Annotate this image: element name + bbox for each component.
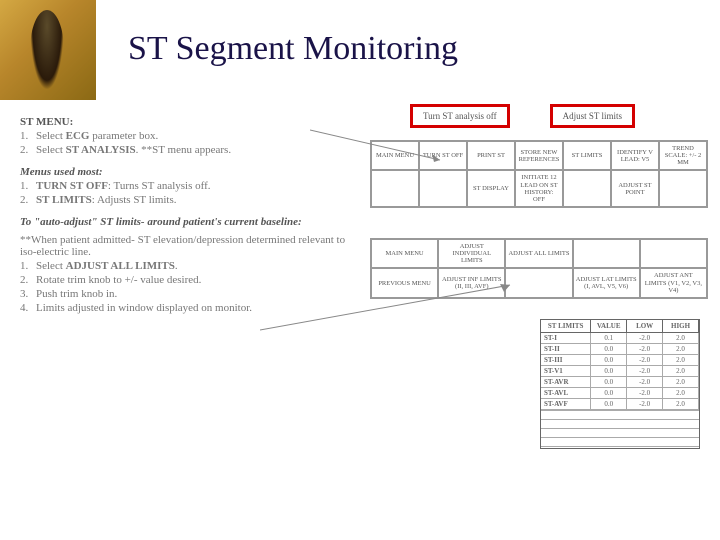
auto-adjust-step: 4.Limits adjusted in window displayed on…	[20, 302, 360, 314]
menu-cell: INITIATE 12 LEAD ON ST HISTORY: OFF	[515, 170, 563, 207]
menu-cell	[505, 268, 572, 297]
menus-used-item: 2.ST LIMITS: Adjusts ST limits.	[20, 194, 360, 206]
menus-used-label: Menus used most:	[20, 166, 360, 178]
right-column: Turn ST analysis off Adjust ST limits MA…	[370, 104, 708, 449]
menu-cell: ADJUST ST POINT	[611, 170, 659, 207]
menu-cell	[640, 239, 707, 268]
menus-used-item: 1.TURN ST OFF: Turns ST analysis off.	[20, 180, 360, 192]
limits-menu-grid: MAIN MENU ADJUST INDIVIDUAL LIMITS ADJUS…	[370, 238, 708, 299]
menu-cell	[371, 170, 419, 207]
menu-cell: TREND SCALE: +/- 2 MM	[659, 141, 707, 170]
menu-cell	[659, 170, 707, 207]
st-menu-item: 1.Select ECG parameter box.	[20, 130, 360, 142]
red-box-adjust-limits: Adjust ST limits	[550, 104, 635, 128]
menu-cell: MAIN MENU	[371, 239, 438, 268]
menu-cell: ADJUST INF LIMITS (II, III, AVF)	[438, 268, 505, 297]
menu-cell: ST LIMITS	[563, 141, 611, 170]
red-box-turn-off: Turn ST analysis off	[410, 104, 510, 128]
menu-cell: ADJUST LAT LIMITS (I, AVL, V5, V6)	[573, 268, 640, 297]
menu-cell: PRINT ST	[467, 141, 515, 170]
table-row: ST-II0.0-2.02.0	[541, 344, 699, 355]
menu-cell: ST DISPLAY	[467, 170, 515, 207]
table-row: ST-I0.1-2.02.0	[541, 333, 699, 344]
auto-adjust-step: 1.Select ADJUST ALL LIMITS.	[20, 260, 360, 272]
menu-cell: ADJUST INDIVIDUAL LIMITS	[438, 239, 505, 268]
table-row: ST-AVF0.0-2.02.0	[541, 399, 699, 410]
st-menu-item: 2.Select ST ANALYSIS. **ST menu appears.	[20, 144, 360, 156]
menu-cell: IDENTIFY V LEAD: V5	[611, 141, 659, 170]
st-limits-table: ST LIMITS VALUE LOW HIGH ST-I0.1-2.02.0S…	[540, 319, 700, 449]
table-header: ST LIMITS VALUE LOW HIGH	[541, 320, 699, 333]
menu-cell: MAIN MENU	[371, 141, 419, 170]
table-row: ST-AVR0.0-2.02.0	[541, 377, 699, 388]
auto-adjust-note: **When patient admitted- ST elevation/de…	[20, 234, 360, 258]
auto-adjust-label: To "auto-adjust" ST limits- around patie…	[20, 216, 360, 228]
table-empty-rows	[541, 410, 699, 448]
st-menu-grid: MAIN MENU TURN ST OFF PRINT ST STORE NEW…	[370, 140, 708, 208]
menu-cell	[573, 239, 640, 268]
menu-cell: ADJUST ANT LIMITS (V1, V2, V3, V4)	[640, 268, 707, 297]
table-row: ST-AVL0.0-2.02.0	[541, 388, 699, 399]
content-area: ST MENU: 1.Select ECG parameter box. 2.S…	[0, 100, 720, 540]
menu-cell: TURN ST OFF	[419, 141, 467, 170]
red-box-row: Turn ST analysis off Adjust ST limits	[410, 104, 708, 128]
table-row: ST-V10.0-2.02.0	[541, 366, 699, 377]
auto-adjust-step: 3.Push trim knob in.	[20, 288, 360, 300]
st-menu-label: ST MENU:	[20, 116, 360, 128]
page-title: ST Segment Monitoring	[120, 30, 466, 68]
menu-cell	[563, 170, 611, 207]
auto-adjust-step: 2.Rotate trim knob to +/- value desired.	[20, 274, 360, 286]
sidebar-texture	[0, 0, 96, 100]
menu-cell: PREVIOUS MENU	[371, 268, 438, 297]
menu-cell	[419, 170, 467, 207]
menu-cell: STORE NEW REFERENCES	[515, 141, 563, 170]
table-row: ST-III0.0-2.02.0	[541, 355, 699, 366]
left-column: ST MENU: 1.Select ECG parameter box. 2.S…	[20, 110, 360, 314]
menu-cell: ADJUST ALL LIMITS	[505, 239, 572, 268]
